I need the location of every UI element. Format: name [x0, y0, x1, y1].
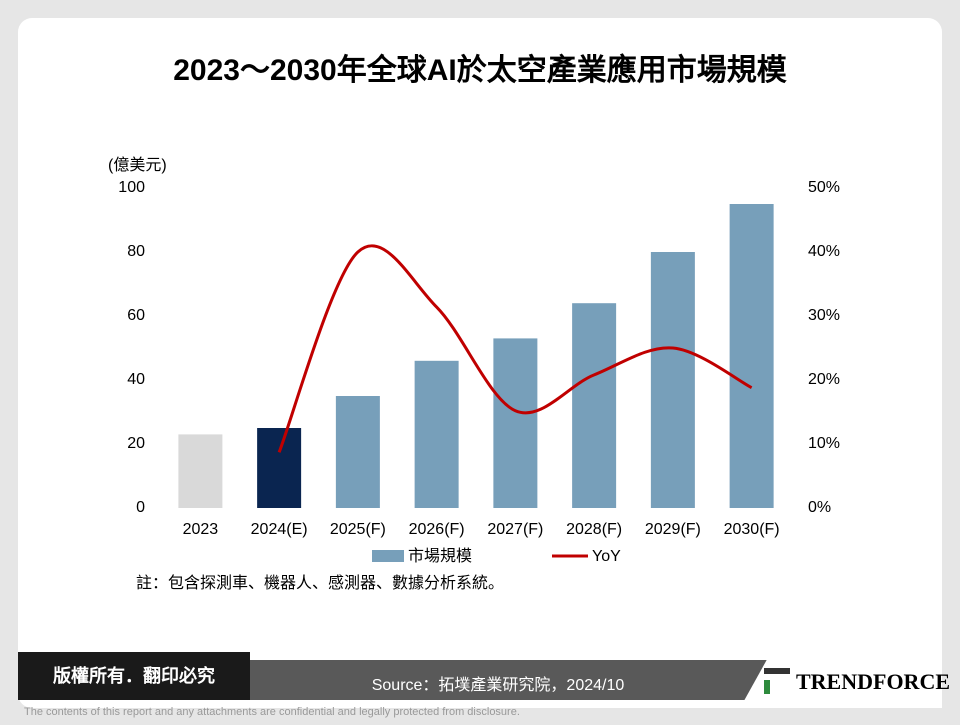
- x-tick-label: 2023: [183, 521, 219, 538]
- logo-mark: [764, 668, 790, 674]
- bar: [257, 428, 302, 508]
- x-tick-label: 2028(F): [566, 521, 622, 538]
- y2-tick-label: 10%: [808, 435, 840, 452]
- logo-bg: [740, 636, 942, 708]
- y-axis-label: (億美元): [108, 156, 167, 174]
- y2-tick-label: 0%: [808, 499, 831, 516]
- x-tick-label: 2026(F): [409, 521, 465, 538]
- y-tick-label: 100: [118, 179, 145, 196]
- x-tick-label: 2030(F): [724, 521, 780, 538]
- y2-tick-label: 20%: [808, 371, 840, 388]
- copyright: 版權所有．翻印必究: [53, 665, 215, 686]
- disclaimer: The contents of this report and any atta…: [24, 706, 520, 718]
- bar: [650, 252, 695, 508]
- logo-mark: [764, 680, 770, 694]
- y-tick-label: 20: [127, 435, 145, 452]
- card: [18, 18, 942, 708]
- line: [277, 244, 753, 453]
- y2-tick-label: 40%: [808, 243, 840, 260]
- legend-swatch: [372, 550, 404, 562]
- x-tick-label: 2027(F): [487, 521, 543, 538]
- footer-label-box: [18, 652, 250, 700]
- bar: [729, 204, 774, 508]
- x-tick-label: 2025(F): [330, 521, 386, 538]
- bar: [572, 303, 617, 508]
- y2-tick-label: 50%: [808, 179, 840, 196]
- bar: [414, 360, 459, 508]
- bar: [493, 338, 538, 508]
- x-tick-label: 2024(E): [251, 521, 308, 538]
- y-tick-label: 40: [127, 371, 145, 388]
- note: 註：包含探測車、機器人、感測器、數據分析系統。: [136, 574, 504, 592]
- legend-label: YoY: [592, 548, 621, 565]
- y-tick-label: 80: [127, 243, 145, 260]
- y-tick-label: 0: [136, 499, 145, 516]
- logo: TRENDFORCE: [796, 669, 950, 694]
- legend-label: 市場規模: [408, 547, 472, 565]
- chart-title: 2023～2030年全球AI於太空產業應用市場規模: [173, 53, 786, 87]
- bar: [335, 396, 380, 508]
- y-tick-label: 60: [127, 307, 145, 324]
- x-tick-label: 2029(F): [645, 521, 701, 538]
- bar: [178, 434, 223, 508]
- source: Source：拓墣產業研究院，2024/10: [372, 676, 625, 694]
- y2-tick-label: 30%: [808, 307, 840, 324]
